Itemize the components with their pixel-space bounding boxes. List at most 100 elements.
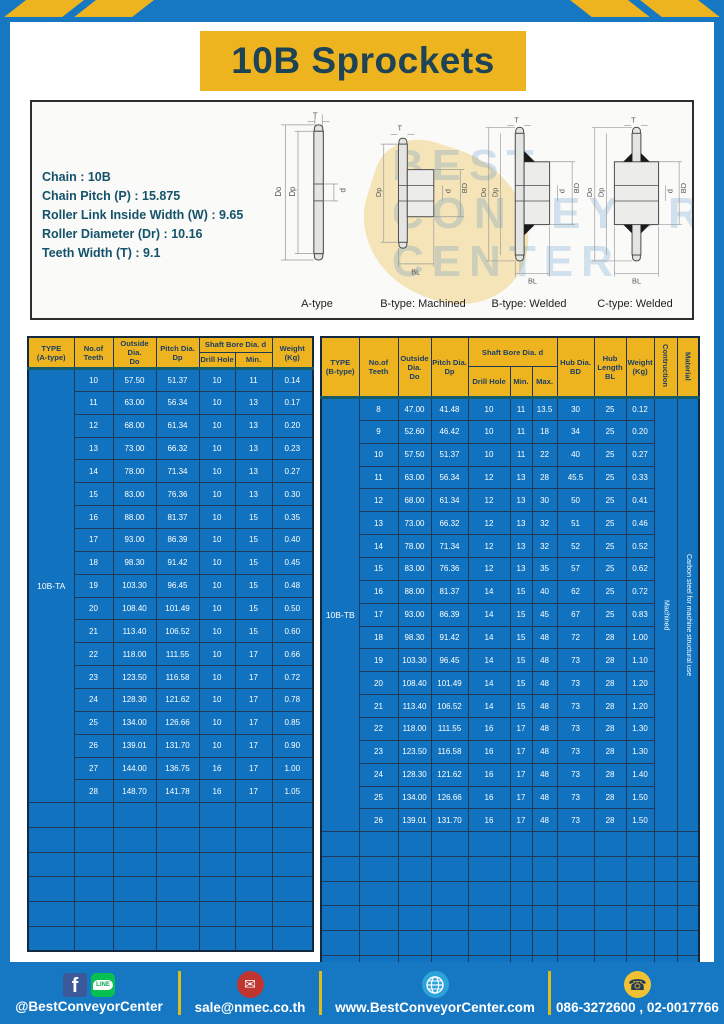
- table-cell: 1.00: [625, 625, 655, 650]
- table-cell: 83.00: [112, 482, 157, 507]
- globe-icon[interactable]: [421, 971, 449, 998]
- table-row: 14 78.00 71.34 12 13 32 52 25 0.52: [321, 534, 699, 559]
- social-handle[interactable]: @BestConveyorCenter: [15, 998, 163, 1014]
- table-cell: 81.37: [430, 579, 469, 604]
- col-header-pitch-dia: Pitch Dia. Dp: [430, 336, 469, 399]
- col-header-min: Min.: [509, 366, 533, 399]
- table-cell: 0.62: [625, 557, 655, 581]
- phone-numbers[interactable]: 086-3272600 , 02-0017766: [556, 1000, 719, 1015]
- table-cell: 28: [531, 465, 558, 490]
- empty-cell: [397, 831, 432, 857]
- website-url[interactable]: www.BestConveyorCenter.com: [335, 1000, 535, 1015]
- construction-header-text: Contruction: [661, 344, 671, 388]
- table-cell: 0.33: [625, 465, 655, 490]
- empty-cell: [467, 929, 511, 956]
- email-address[interactable]: sale@nmec.co.th: [194, 1000, 306, 1015]
- empty-cell: [676, 855, 700, 882]
- table-cell: 28: [593, 648, 627, 673]
- footer-website[interactable]: www.BestConveyorCenter.com: [322, 971, 548, 1015]
- table-cell: 131.70: [430, 808, 469, 833]
- table-cell: 17: [234, 688, 273, 712]
- table-cell: 13: [73, 436, 114, 461]
- empty-cell: [531, 905, 558, 931]
- table-cell: 15: [234, 505, 273, 530]
- table-cell: 17: [73, 528, 114, 552]
- empty-cell: [198, 876, 236, 902]
- col-header-weight: Weight (Kg): [625, 336, 655, 399]
- empty-cell: [27, 826, 75, 853]
- col-header-outside-dia: Outside Dia. Do: [112, 336, 157, 370]
- table-cell: 28: [593, 762, 627, 787]
- empty-cell: [397, 929, 432, 956]
- table-row: 28 148.70 141.78 16 17 1.05: [28, 779, 314, 804]
- table-cell: 17: [509, 717, 533, 741]
- svg-text:Do: Do: [585, 188, 594, 197]
- table-cell: 18: [531, 419, 558, 444]
- table-cell: 13: [234, 413, 273, 438]
- table-cell: 17: [509, 785, 533, 810]
- svg-text:Do: Do: [479, 188, 488, 197]
- table-cell: 13: [509, 511, 533, 536]
- table-cell: 25: [593, 534, 627, 559]
- table-cell: 12: [467, 534, 511, 559]
- table-cell: 103.30: [397, 648, 432, 673]
- sprocket-diagrams: T Do Dp d A-type: [264, 102, 692, 318]
- table-cell: 144.00: [112, 756, 157, 781]
- table-cell: 10: [198, 459, 236, 484]
- table-cell: 63.00: [112, 390, 157, 415]
- table-cell: 10: [198, 482, 236, 507]
- table-cell: 76.36: [155, 482, 200, 507]
- svg-text:d: d: [665, 189, 674, 193]
- table-cell: 93.00: [112, 528, 157, 552]
- table-cell: 1.30: [625, 717, 655, 741]
- facebook-icon[interactable]: f: [63, 972, 87, 997]
- table-cell: 98.30: [112, 550, 157, 575]
- empty-cell: [320, 880, 360, 907]
- table-row: 13 73.00 66.32 12 13 32 51 25 0.46: [321, 511, 699, 536]
- line-icon[interactable]: LINE: [91, 972, 115, 997]
- table-cell: 0.50: [271, 596, 314, 621]
- footer-phone[interactable]: ☎ 086-3272600 , 02-0017766: [551, 971, 724, 1015]
- table-cell: 116.58: [430, 739, 469, 764]
- phone-icon[interactable]: ☎: [624, 971, 651, 998]
- empty-cell: [155, 802, 200, 828]
- empty-cell: [467, 880, 511, 907]
- empty-cell: [467, 905, 511, 931]
- table-cell: 81.37: [155, 505, 200, 530]
- empty-cell: [234, 900, 273, 927]
- empty-cell: [234, 802, 273, 828]
- corner-stripe: [4, 0, 85, 17]
- empty-cell: [509, 855, 533, 882]
- table-cell: 52: [556, 534, 595, 559]
- table-cell: 50: [556, 488, 595, 513]
- table-cell: 106.52: [430, 694, 469, 719]
- table-cell: 57.50: [397, 442, 432, 467]
- table-cell: 10: [358, 442, 399, 467]
- table-cell: 91.42: [430, 625, 469, 650]
- table-cell: 14: [467, 579, 511, 604]
- table-cell: 52.60: [397, 419, 432, 444]
- footer-email[interactable]: ✉ sale@nmec.co.th: [181, 971, 319, 1015]
- table-cell: 0.20: [271, 413, 314, 438]
- table-b-type: TYPE (B-type) No.of Teeth Outside Dia. D…: [320, 336, 701, 982]
- table-cell: 17: [358, 602, 399, 627]
- table-cell: 126.66: [155, 710, 200, 735]
- construction-cell: Machined: [653, 396, 678, 833]
- table-row: 21 113.40 106.52 14 15 48 73 28 1.20: [321, 694, 699, 719]
- table-cell: 15: [234, 619, 273, 644]
- col-header-drill-hole: Drill Hole: [198, 351, 236, 371]
- email-icon[interactable]: ✉: [236, 971, 264, 998]
- table-cell: 78.00: [112, 459, 157, 484]
- empty-cell: [397, 880, 432, 907]
- table-cell: 118.00: [112, 642, 157, 667]
- empty-cell: [593, 855, 627, 882]
- empty-cell: [625, 831, 655, 857]
- empty-cell: [430, 929, 469, 956]
- table-cell: 12: [358, 488, 399, 513]
- table-cell: 17: [234, 665, 273, 690]
- empty-cell: [653, 905, 678, 931]
- diagram-label: C-type: Welded: [597, 298, 673, 310]
- empty-cell: [73, 826, 114, 853]
- footer-social[interactable]: f LINE @BestConveyorCenter: [0, 972, 178, 1014]
- empty-cell: [271, 900, 314, 927]
